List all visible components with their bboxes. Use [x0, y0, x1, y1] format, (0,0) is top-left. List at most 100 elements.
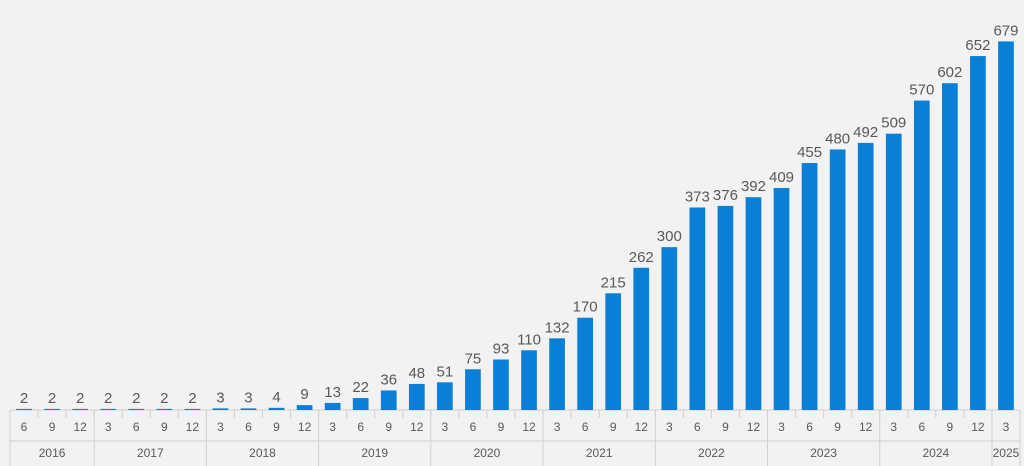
data-label: 93 [493, 341, 510, 358]
x-tick-label: 12 [298, 420, 312, 434]
bar [324, 402, 341, 410]
x-group-label: 2024 [922, 446, 949, 460]
data-label: 9 [300, 386, 308, 403]
data-label: 51 [437, 363, 454, 380]
bar [465, 369, 481, 410]
bar [212, 408, 229, 410]
x-tick-label: 3 [1003, 420, 1010, 434]
x-group-label: 2016 [39, 446, 66, 460]
data-label: 2 [48, 390, 56, 407]
x-tick-label: 6 [245, 420, 252, 434]
data-label: 652 [965, 37, 990, 54]
data-label: 2 [76, 390, 84, 407]
data-label: 376 [713, 187, 738, 204]
bar [380, 390, 397, 410]
bar [296, 405, 313, 410]
x-tick-label: 6 [694, 420, 701, 434]
data-label: 455 [797, 144, 822, 161]
x-tick-label: 3 [217, 420, 224, 434]
bar [829, 149, 846, 410]
x-tick-label: 3 [778, 420, 785, 434]
x-tick-label: 9 [161, 420, 168, 434]
bar [913, 100, 930, 410]
data-label: 373 [685, 189, 710, 206]
data-label: 170 [573, 299, 598, 316]
bar [72, 408, 88, 410]
x-tick-label: 6 [582, 420, 589, 434]
x-group-label: 2018 [249, 446, 276, 460]
bar [240, 408, 257, 410]
bar [857, 142, 874, 410]
bar [44, 408, 60, 410]
x-tick-label: 6 [357, 420, 364, 434]
x-tick-label: 12 [859, 420, 873, 434]
bar [128, 408, 145, 410]
x-tick-label: 9 [722, 420, 729, 434]
bar [689, 207, 706, 410]
x-tick-label: 9 [498, 420, 505, 434]
x-tick-label: 12 [522, 420, 536, 434]
bar [885, 133, 902, 410]
x-group-label: 2021 [586, 446, 613, 460]
bar [16, 408, 32, 410]
x-tick-label: 6 [918, 420, 925, 434]
x-tick-label: 9 [610, 420, 617, 434]
x-tick-label: 9 [273, 420, 280, 434]
data-label: 480 [825, 130, 850, 147]
bar [408, 383, 425, 410]
x-tick-label: 12 [747, 420, 761, 434]
data-label: 4 [272, 389, 280, 406]
data-label: 2 [188, 390, 196, 407]
data-label: 679 [993, 22, 1018, 39]
x-tick-label: 9 [834, 420, 841, 434]
bar [493, 359, 509, 410]
data-label: 492 [853, 124, 878, 141]
bar [661, 247, 678, 410]
bar [773, 187, 790, 410]
x-tick-label: 9 [947, 420, 954, 434]
bar [633, 267, 650, 410]
x-tick-label: 9 [49, 420, 56, 434]
bar [437, 382, 453, 410]
x-tick-label: 12 [73, 420, 87, 434]
data-label: 2 [104, 390, 112, 407]
x-tick-label: 9 [385, 420, 392, 434]
x-tick-label: 6 [470, 420, 477, 434]
data-label: 602 [937, 64, 962, 81]
bar [549, 338, 565, 410]
data-label: 570 [909, 82, 934, 99]
x-tick-label: 12 [971, 420, 985, 434]
x-group-label: 2022 [698, 446, 725, 460]
x-group-label: 2020 [474, 446, 501, 460]
bar [801, 163, 818, 410]
bar [577, 317, 593, 410]
bar [268, 407, 285, 410]
x-tick-label: 3 [554, 420, 561, 434]
data-label: 36 [380, 371, 397, 388]
data-label: 392 [741, 178, 766, 195]
data-label: 110 [517, 331, 541, 348]
x-tick-label: 6 [133, 420, 140, 434]
x-tick-label: 3 [329, 420, 336, 434]
x-group-label: 2019 [361, 446, 388, 460]
data-label: 3 [244, 389, 252, 406]
data-label: 509 [881, 115, 906, 132]
data-label: 132 [545, 319, 570, 336]
data-label: 262 [629, 249, 654, 266]
data-label: 409 [769, 169, 794, 186]
data-label: 300 [657, 228, 682, 245]
x-tick-label: 6 [21, 420, 28, 434]
data-label: 2 [132, 390, 140, 407]
x-tick-label: 3 [442, 420, 449, 434]
bar [184, 408, 201, 410]
bar [998, 41, 1014, 411]
data-label: 2 [20, 390, 28, 407]
bar [156, 408, 173, 410]
x-group-label: 2017 [137, 446, 164, 460]
data-label: 13 [324, 384, 341, 401]
x-group-label: 2025 [993, 446, 1020, 460]
bar [352, 398, 369, 410]
bar [970, 56, 986, 411]
